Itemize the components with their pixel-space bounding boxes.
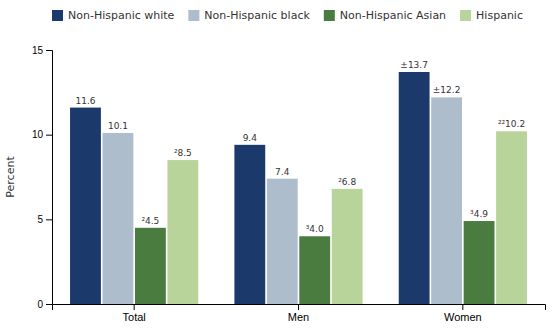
x-tick-mark bbox=[298, 304, 299, 310]
data-label: ³4.0 bbox=[306, 224, 324, 234]
y-tick-mark bbox=[46, 50, 52, 51]
legend-swatch bbox=[460, 10, 471, 21]
plot: 0 5 10 15 Total Men Women Percent 11.6 9.4 ±13.7 10… bbox=[4, 45, 546, 323]
y-tick: 0 bbox=[37, 299, 52, 310]
data-label: 11.6 bbox=[75, 96, 95, 106]
bar bbox=[299, 236, 330, 304]
legend-label: Non-Hispanic black bbox=[204, 9, 310, 22]
bar bbox=[464, 221, 495, 304]
bar bbox=[332, 189, 363, 304]
bar bbox=[167, 160, 198, 304]
x-tick-mark bbox=[134, 304, 135, 310]
legend-swatch bbox=[52, 10, 63, 21]
y-tick-label: 10 bbox=[32, 129, 44, 140]
legend-item: Non-Hispanic Asian bbox=[324, 9, 446, 22]
y-axis: 0 5 10 15 bbox=[32, 45, 53, 310]
x-axis: Total Men Women bbox=[53, 304, 546, 323]
y-tick: 10 bbox=[32, 129, 52, 140]
x-tick: Men bbox=[288, 304, 309, 323]
data-label: 9.4 bbox=[243, 133, 258, 143]
y-tick-mark bbox=[46, 304, 52, 305]
data-label: ±13.7 bbox=[400, 60, 428, 70]
y-tick-mark bbox=[46, 135, 52, 136]
data-label: ±12.2 bbox=[433, 85, 461, 95]
data-label: ²6.8 bbox=[338, 177, 356, 187]
legend: Non-Hispanic white Non-Hispanic black Non-… bbox=[52, 9, 523, 22]
legend-item: Hispanic bbox=[460, 9, 523, 22]
y-tick-label: 0 bbox=[37, 299, 43, 310]
bar bbox=[135, 228, 166, 304]
data-label: ³4.9 bbox=[470, 209, 488, 219]
y-axis-title: Percent bbox=[4, 156, 17, 198]
y-tick: 5 bbox=[37, 214, 52, 225]
chart: Non-Hispanic white Non-Hispanic black Non-… bbox=[0, 0, 560, 334]
data-label: ²4.5 bbox=[141, 216, 159, 226]
data-labels: 11.6 9.4 ±13.7 10.1 7.4 ±12.2 ²4.5 ³4.0 ³4.9 ²8.5… bbox=[75, 60, 525, 234]
data-label: ²8.5 bbox=[174, 148, 192, 158]
legend-swatch bbox=[188, 10, 199, 21]
y-tick-mark bbox=[46, 219, 52, 220]
x-tick-label: Men bbox=[288, 311, 309, 323]
x-tick-mark bbox=[462, 304, 463, 310]
legend-item: Non-Hispanic black bbox=[188, 9, 310, 22]
x-tick: Women bbox=[444, 304, 482, 323]
data-label: 7.4 bbox=[275, 167, 290, 177]
y-tick-label: 5 bbox=[37, 214, 43, 225]
y-tick: 15 bbox=[32, 45, 52, 56]
y-tick-label: 15 bbox=[32, 45, 44, 56]
bar bbox=[70, 108, 101, 304]
bar bbox=[431, 97, 462, 304]
legend-item: Non-Hispanic white bbox=[52, 9, 175, 22]
bar bbox=[103, 133, 134, 304]
x-tick-label: Women bbox=[444, 311, 482, 323]
legend-label: Non-Hispanic Asian bbox=[340, 9, 446, 22]
x-tick: Total bbox=[123, 304, 146, 323]
legend-label: Hispanic bbox=[476, 9, 523, 22]
data-label: 10.1 bbox=[108, 121, 128, 131]
legend-swatch bbox=[324, 10, 335, 21]
bar bbox=[234, 145, 265, 304]
bar bbox=[267, 179, 298, 304]
bar bbox=[496, 131, 527, 304]
legend-label: Non-Hispanic white bbox=[68, 9, 175, 22]
x-tick-label: Total bbox=[123, 311, 146, 323]
bar bbox=[399, 72, 430, 304]
y-axis-line bbox=[46, 51, 53, 305]
bars bbox=[70, 72, 527, 304]
data-label: ²²10.2 bbox=[498, 119, 525, 129]
x-axis-line bbox=[53, 305, 546, 311]
